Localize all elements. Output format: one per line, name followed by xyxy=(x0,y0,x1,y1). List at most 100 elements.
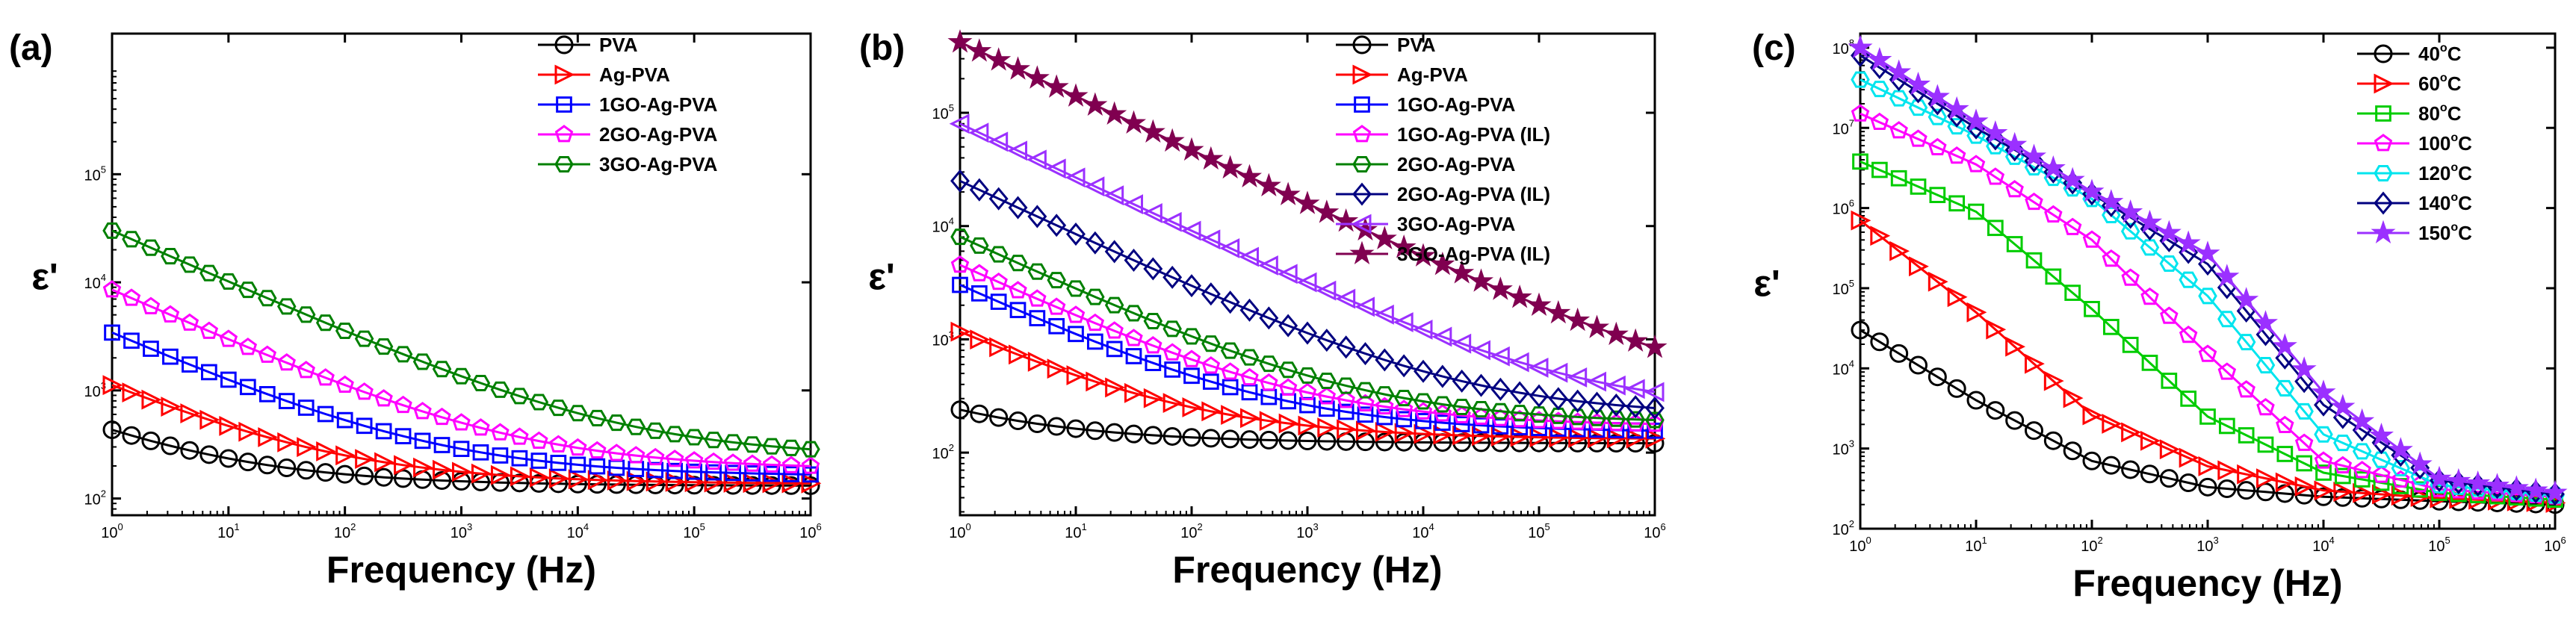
x-tick-label: 103 xyxy=(2196,535,2218,555)
legend-label: 1GO-Ag-PVA xyxy=(599,93,718,116)
data-point xyxy=(1415,413,1431,429)
data-point xyxy=(432,361,452,378)
legend-item: 120oC xyxy=(2357,161,2472,184)
panel-label: (c) xyxy=(1752,28,1796,68)
data-point xyxy=(2315,464,2332,481)
data-point xyxy=(1218,155,1243,179)
data-point xyxy=(1355,342,1375,366)
series-line xyxy=(1860,161,2556,501)
legend-item: 80oC xyxy=(2357,102,2462,125)
y-tick-label: 107 xyxy=(1833,117,1854,137)
data-point xyxy=(1645,396,1665,420)
data-point xyxy=(549,435,568,453)
data-point xyxy=(219,329,238,347)
data-point xyxy=(2099,189,2124,213)
legend-label: Ag-PVA xyxy=(599,63,670,86)
data-point xyxy=(1048,317,1065,335)
legend-item: 3GO-Ag-PVA xyxy=(538,153,718,175)
data-point xyxy=(1045,158,1066,179)
data-point xyxy=(1549,407,1568,424)
data-point xyxy=(2253,310,2279,334)
legend-marker xyxy=(554,125,574,143)
data-point xyxy=(2391,444,2411,467)
data-point xyxy=(412,353,433,370)
data-point xyxy=(1143,426,1162,445)
data-point xyxy=(1851,210,1871,231)
data-point xyxy=(1024,65,1050,89)
data-point xyxy=(548,400,569,417)
data-point xyxy=(490,464,511,485)
data-point xyxy=(1180,220,1201,241)
legend-marker xyxy=(1354,96,1370,113)
data-point xyxy=(1009,344,1029,365)
data-point xyxy=(1317,372,1337,390)
legend-item: 1GO-Ag-PVA xyxy=(1336,93,1516,116)
data-point xyxy=(2159,439,2180,460)
legend-label: 100oC xyxy=(2418,131,2472,155)
data-point xyxy=(1240,430,1259,450)
data-point xyxy=(1124,329,1143,346)
data-point xyxy=(316,463,335,482)
data-point xyxy=(1102,101,1127,125)
data-point xyxy=(1259,355,1279,373)
data-point xyxy=(2199,408,2216,425)
data-point xyxy=(2368,423,2394,447)
data-point xyxy=(1182,349,1201,367)
data-point xyxy=(1086,371,1106,392)
data-point xyxy=(1889,90,1909,107)
data-point xyxy=(2121,268,2140,286)
data-point xyxy=(2179,271,2198,288)
data-point xyxy=(1373,304,1394,325)
data-point xyxy=(258,456,277,475)
data-point xyxy=(970,237,989,254)
data-point xyxy=(986,47,1012,71)
data-point xyxy=(1047,297,1066,315)
data-point xyxy=(122,231,141,248)
data-point xyxy=(182,356,198,373)
data-point xyxy=(950,400,970,420)
legend-label: 2GO-Ag-PVA (IL) xyxy=(1397,183,1550,205)
legend-label: 1GO-Ag-PVA xyxy=(1397,93,1516,116)
data-point xyxy=(490,381,510,398)
data-point xyxy=(2353,482,2374,503)
data-point xyxy=(1027,414,1047,434)
panel-label: (b) xyxy=(859,28,905,68)
data-point xyxy=(589,458,606,475)
legend-marker xyxy=(2371,220,2396,244)
data-point xyxy=(413,402,432,420)
data-point xyxy=(743,473,764,494)
data-point xyxy=(1546,299,1571,324)
data-point xyxy=(316,441,337,461)
data-point xyxy=(952,276,968,293)
series-line xyxy=(1860,78,2556,497)
legend-label: 2GO-Ag-PVA xyxy=(1397,153,1516,175)
data-point xyxy=(2079,178,2105,202)
data-point xyxy=(587,409,607,426)
data-point xyxy=(1047,358,1068,379)
data-point xyxy=(2082,405,2103,426)
data-point xyxy=(970,285,988,302)
data-point xyxy=(2195,240,2220,264)
data-point xyxy=(1105,377,1126,398)
data-point xyxy=(1430,251,1455,276)
legend-item: 3GO-Ag-PVA xyxy=(1336,213,1516,235)
data-point xyxy=(1317,432,1337,451)
series-1go-ag-pva xyxy=(104,324,819,483)
data-point xyxy=(1432,364,1452,388)
data-point xyxy=(550,455,567,471)
data-point xyxy=(1086,421,1105,441)
data-point xyxy=(374,467,394,487)
data-point xyxy=(607,414,627,432)
data-point xyxy=(2272,333,2297,357)
series-line xyxy=(959,122,1656,394)
legend: PVA Ag-PVA 1GO-Ag-PVA 1GO-Ag-PVA (IL) 2GO-Ag… xyxy=(1336,34,1550,265)
data-point xyxy=(1948,195,1966,212)
legend-marker xyxy=(556,96,572,113)
data-point xyxy=(1259,430,1278,450)
data-point xyxy=(1239,246,1259,267)
data-point xyxy=(1490,402,1511,420)
data-point xyxy=(1510,426,1531,447)
data-point xyxy=(970,329,991,350)
data-point xyxy=(2255,357,2276,374)
y-axis-title: ε' xyxy=(1753,263,1780,305)
